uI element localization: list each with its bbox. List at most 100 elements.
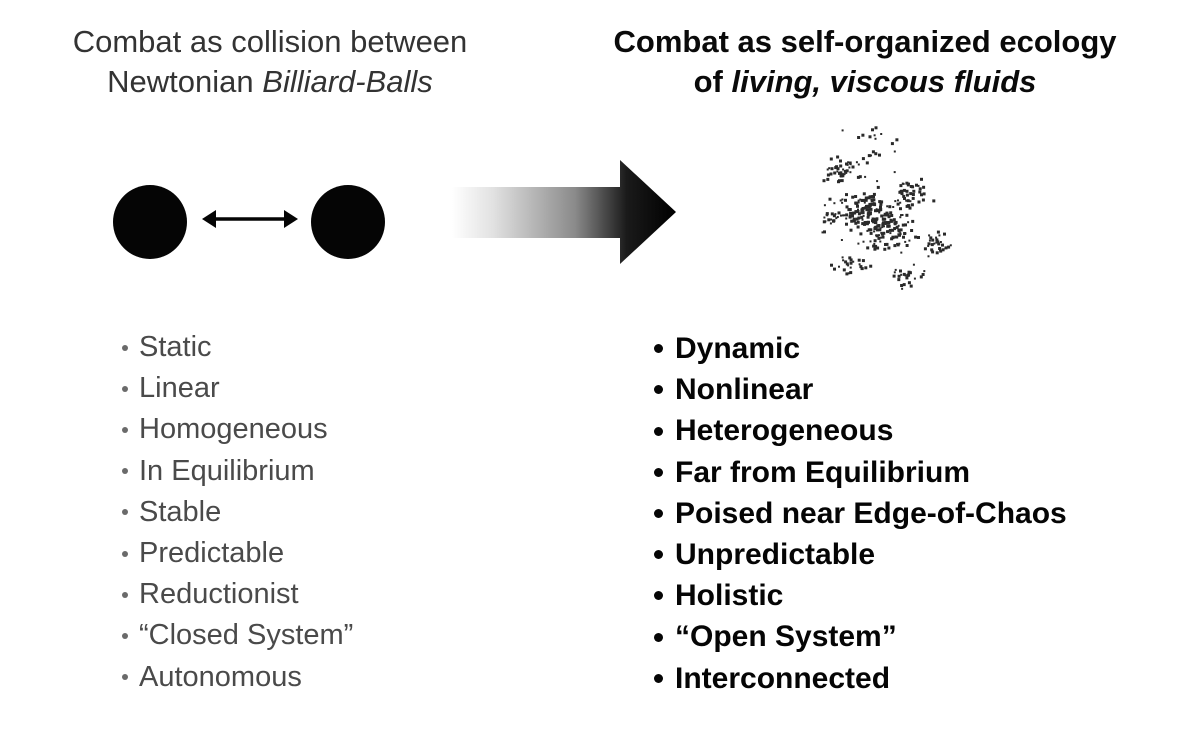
left-list-item: In Equilibrium [122,451,353,492]
cloud-dot [906,273,910,277]
cloud-dot [902,283,906,287]
cloud-dot [889,211,893,215]
cloud-dot [857,136,861,139]
cloud-dot [839,159,842,163]
right-title-line-2-prefix: of [693,64,732,99]
cloud-dot [911,193,915,196]
cloud-dot [906,204,910,208]
cloud-dot [842,268,846,272]
cloud-dot [917,236,920,239]
cloud-dot [897,199,899,202]
cloud-dot [902,194,906,198]
cloud-dot [909,284,913,288]
cloud-dot [845,169,849,173]
cloud-dot [922,192,926,196]
cloud-dot [883,247,887,251]
cloud-dot [911,219,915,223]
cloud-dot [891,228,895,232]
cloud-dot [828,197,832,201]
cloud-dot [854,195,858,198]
cloud-dot [826,168,829,171]
cloud-dot [836,155,840,159]
cloud-dot [845,171,848,174]
cloud-dot [848,215,852,219]
cloud-dot [842,175,845,178]
cloud-dot [851,195,855,199]
cloud-dot [866,204,870,208]
cloud-dot [908,182,910,185]
left-title-line-2-prefix: Newtonian [107,64,263,99]
cloud-dot [894,200,897,203]
cloud-dot [872,198,876,202]
cloud-dot [869,207,873,211]
cloud-dot [830,218,833,221]
cloud-dot [879,205,882,209]
bullet-icon [122,509,128,516]
cloud-dot [863,221,867,224]
cloud-dot [849,214,851,217]
left-list-item-text: Linear [139,372,220,405]
cloud-dot [840,214,842,217]
cloud-dot [835,165,839,169]
cloud-dot [879,236,882,239]
left-title-line-2-italic: Billiard-Balls [262,64,433,99]
cloud-dot [912,189,916,193]
cloud-dot [893,227,897,231]
cloud-dot [933,242,936,245]
cloud-dot [845,162,848,166]
left-list-item-text: Homogeneous [139,413,328,446]
cloud-dot [920,177,923,181]
cloud-dot [840,179,844,183]
cloud-dot [907,221,910,224]
cloud-dot [855,161,858,164]
cloud-dot [892,206,895,208]
cloud-dot [859,265,863,269]
bullet-icon [654,385,663,395]
cloud-dot [848,161,852,165]
cloud-dot [899,216,902,219]
cloud-dot [875,234,879,238]
cloud-dot [909,200,912,203]
cloud-dot [921,198,925,202]
cloud-dot [868,210,871,213]
cloud-dot [928,234,931,237]
left-title-line-2: Newtonian Billiard-Balls [20,62,520,102]
cloud-dot [851,211,855,215]
cloud-dot [882,217,885,220]
cloud-dot [829,172,833,176]
cloud-dot [900,192,904,196]
cloud-dot [881,235,885,239]
cloud-dot [849,261,853,265]
cloud-dot [941,243,944,247]
cloud-dot [893,244,897,248]
right-title: Combat as self-organized ecology of livi… [560,22,1170,102]
cloud-dot [823,216,826,219]
right-title-line-1: Combat as self-organized ecology [613,24,1117,59]
cloud-dot [880,133,883,135]
cloud-dot [839,171,843,175]
cloud-dot [901,214,904,216]
cloud-dot [932,199,936,203]
cloud-dot [874,209,877,213]
cloud-dot [841,201,844,204]
cloud-dot [877,236,881,240]
cloud-dot [862,240,865,243]
cloud-dot [936,230,940,234]
bullet-icon [654,467,663,477]
cloud-dot [901,287,904,290]
cloud-dot [931,238,935,242]
cloud-dot [868,212,872,216]
cloud-dot [825,212,829,216]
cloud-dot [828,167,831,170]
cloud-dot [887,246,891,250]
cloud-dot [833,202,836,205]
cloud-dot [872,221,875,224]
cloud-dot [875,234,878,237]
cloud-dot [899,228,903,232]
cloud-dot [906,199,910,203]
left-list-item: Autonomous [122,657,353,698]
cloud-dot [861,133,865,137]
cloud-dot [921,273,925,276]
cloud-dot [876,185,880,189]
cloud-dot [857,163,860,166]
